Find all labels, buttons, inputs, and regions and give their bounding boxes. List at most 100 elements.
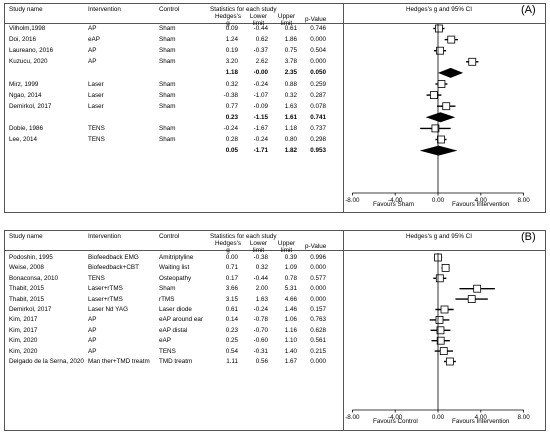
effect-square: [468, 57, 477, 66]
header-control: Control: [159, 6, 180, 13]
cell-upper: 1.63: [284, 102, 297, 110]
x-tick-label: -8.00: [345, 197, 360, 204]
cell-study: Dobie, 1986: [9, 124, 43, 132]
cell-g: 0.54: [225, 347, 238, 355]
cell-study: Mirz, 1999: [9, 80, 39, 88]
cell-g: -0.24: [223, 124, 238, 132]
cell-control: TMD treatm: [159, 358, 193, 365]
cell-lower: -0.70: [253, 326, 268, 334]
cell-upper: 1.06: [284, 316, 297, 324]
favours-left-label: Favours Control: [373, 418, 418, 425]
header-lower: Lower limit: [249, 13, 268, 27]
summary-diamond: [419, 145, 458, 156]
cell-p: 0.561: [310, 337, 326, 345]
cell-p: 0.287: [310, 91, 326, 99]
cell-g: 0.61: [225, 306, 238, 313]
cell-p: 0.996: [310, 254, 326, 261]
cell-p: 0.628: [310, 326, 326, 334]
cell-upper: 1.61: [284, 113, 297, 121]
cell-intervention: AP: [88, 316, 97, 324]
cell-lower: -1.67: [253, 124, 268, 132]
x-tick-label: -4.00: [388, 414, 403, 421]
cell-control: TENS: [159, 347, 176, 355]
cell-p: 0.577: [310, 274, 326, 282]
cell-upper: 1.82: [284, 147, 297, 155]
cell-lower: -0.44: [253, 25, 268, 32]
header-study: Study name: [9, 233, 43, 240]
effect-square: [440, 305, 449, 314]
cell-p: 0.078: [310, 102, 326, 110]
cell-intervention: Laser: [88, 80, 104, 88]
cell-intervention: TENS: [88, 274, 105, 282]
cell-lower: 0.62: [255, 36, 268, 44]
cell-g: 0.23: [225, 326, 238, 334]
cell-intervention: AP: [88, 337, 97, 345]
cell-upper: 0.32: [284, 91, 297, 99]
cell-p: 0.953: [310, 147, 326, 155]
cell-control: Sham: [159, 102, 176, 110]
cell-g: 3.66: [225, 285, 238, 293]
cell-g: 0.14: [225, 316, 238, 324]
cell-upper: 0.61: [284, 25, 297, 32]
cell-study: Delgado de la Serna, 2020: [9, 358, 84, 365]
cell-intervention: AP: [88, 347, 97, 355]
cell-control: Sham: [159, 25, 176, 32]
cell-p: 0.157: [310, 306, 326, 313]
cell-upper: 5.31: [284, 285, 297, 293]
panel-label: (B): [521, 231, 536, 243]
cell-p: 0.000: [310, 295, 326, 303]
cell-p: 0.000: [310, 285, 326, 293]
panel-frame: [4, 230, 546, 431]
effect-square: [437, 135, 445, 144]
column-separator: [343, 230, 344, 431]
cell-study: Podoshin, 1995: [9, 254, 53, 261]
cell-control: eAP around ear: [159, 316, 203, 324]
cell-upper: 3.78: [284, 58, 297, 66]
cell-study: Lee, 2014: [9, 136, 38, 143]
cell-g: 0.23: [225, 113, 238, 121]
cell-intervention: TENS: [88, 136, 105, 143]
cell-lower: -0.09: [253, 102, 268, 110]
cell-study: Thabit, 2015: [9, 295, 45, 303]
cell-g: 1.18: [225, 69, 238, 77]
header-control: Control: [159, 233, 180, 240]
effect-square: [436, 46, 444, 55]
cell-control: eAP distal: [159, 326, 188, 334]
cell-lower: -1.15: [253, 113, 268, 121]
effect-square: [439, 347, 448, 355]
cell-g: 0.77: [225, 102, 238, 110]
cell-lower: -0.24: [253, 80, 268, 88]
forest-plot-a: Study name Intervention Control Statisti…: [4, 3, 546, 213]
cell-p: 0.000: [310, 58, 326, 66]
header-lower: Lower limit: [249, 240, 268, 254]
cell-control: Sham: [159, 80, 176, 88]
cell-control: rTMS: [159, 295, 175, 303]
header-hedges: Hedges's g: [214, 240, 242, 254]
header-band: [4, 230, 546, 251]
forest-plot-b: Study name Intervention Control Statisti…: [4, 230, 546, 431]
cell-p: 0.504: [310, 47, 326, 55]
cell-g: 0.00: [225, 254, 238, 261]
header-stats: Statistics for each study: [210, 6, 277, 13]
cell-study: Thabit, 2015: [9, 285, 45, 293]
cell-g: 0.25: [225, 337, 238, 345]
x-tick-label: 0.00: [431, 414, 445, 421]
cell-lower: -1.07: [253, 91, 268, 99]
summary-diamond: [438, 67, 464, 78]
cell-upper: 1.16: [284, 326, 297, 334]
cell-lower: -0.24: [253, 136, 268, 143]
x-tick-label: -8.00: [345, 414, 360, 421]
cell-g: 3.15: [225, 295, 238, 303]
cell-study: Laureano, 2016: [9, 47, 54, 55]
cell-lower: -0.44: [253, 274, 268, 282]
column-separator: [343, 3, 344, 213]
header-hedges: Hedges's g: [214, 13, 242, 27]
cell-control: Sham: [159, 58, 176, 66]
header-plot: Hedges's g and 95% CI: [406, 233, 472, 240]
effect-square: [445, 357, 454, 366]
summary-diamond: [425, 112, 456, 123]
cell-upper: 1.46: [284, 306, 297, 313]
cell-g: 0.28: [225, 136, 238, 143]
cell-p: 0.259: [310, 80, 326, 88]
cell-upper: 0.88: [284, 80, 297, 88]
